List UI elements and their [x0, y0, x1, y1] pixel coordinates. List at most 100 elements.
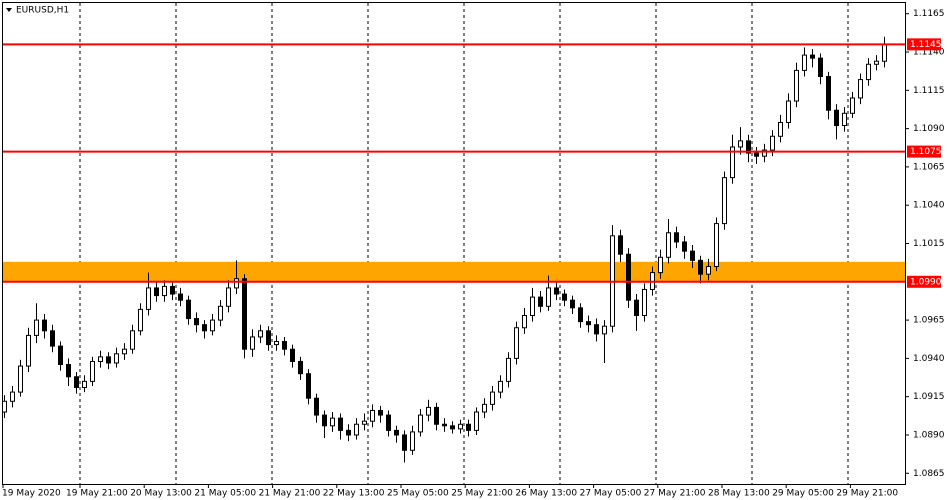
candle-body	[306, 373, 311, 399]
candle-body	[26, 334, 31, 367]
candle-body	[18, 365, 23, 393]
x-tick-label: 28 May 13:00	[708, 489, 770, 499]
candle-body	[746, 140, 751, 154]
candle-body	[490, 391, 495, 405]
x-tick-label: 22 May 13:00	[323, 489, 385, 499]
y-tick-label: 1.0890	[913, 430, 945, 440]
candle-body	[202, 324, 207, 332]
candle-body	[626, 253, 631, 301]
candle-body	[482, 403, 487, 413]
candle-body	[642, 288, 647, 316]
candle-body	[786, 100, 791, 123]
candle-body	[154, 287, 159, 297]
candle-body	[874, 60, 879, 65]
candle-body	[330, 417, 335, 427]
candle-body	[386, 414, 391, 431]
candle-body	[866, 63, 871, 81]
candle-body	[730, 146, 735, 179]
candle-body	[10, 391, 15, 402]
candle-body	[458, 423, 463, 430]
candle-body	[498, 380, 503, 393]
candle-body	[594, 324, 599, 335]
candle-body	[818, 57, 823, 78]
candle-body	[538, 296, 543, 307]
candle-body	[234, 278, 239, 289]
candle-body	[58, 345, 63, 366]
zone	[3, 261, 905, 282]
level-label: 1.1145	[910, 40, 942, 50]
candle-body	[250, 336, 255, 350]
candle-body	[266, 330, 271, 346]
candle-body	[682, 241, 687, 252]
candle-body	[2, 400, 7, 413]
candle-body	[314, 397, 319, 416]
x-tick-label: 25 May 05:00	[387, 489, 449, 499]
candle-body	[522, 314, 527, 329]
candle-body	[826, 76, 831, 111]
candle-body	[858, 79, 863, 99]
candle-body	[602, 325, 607, 335]
x-tick-label: 27 May 21:00	[644, 489, 706, 499]
candle-body	[130, 330, 135, 350]
candle-body	[346, 429, 351, 436]
candle-body	[762, 149, 767, 157]
candle-body	[170, 285, 175, 295]
y-tick-label: 1.1065	[913, 162, 945, 172]
candle-body	[466, 423, 471, 431]
candle-body	[418, 414, 423, 433]
candle-body	[850, 97, 855, 114]
y-tick-label: 1.1040	[913, 201, 945, 211]
candle-body	[474, 411, 479, 431]
candle-body	[122, 348, 127, 355]
y-tick-label: 1.1165	[913, 9, 945, 19]
candle-body	[530, 296, 535, 316]
candle-body	[698, 259, 703, 275]
candle-body	[562, 293, 567, 301]
candle-body	[882, 43, 887, 62]
candle-body	[690, 250, 695, 261]
y-tick-label: 1.1015	[913, 239, 945, 249]
x-tick-label: 29 May 05:00	[772, 489, 834, 499]
candle-body	[738, 140, 743, 148]
candle-body	[434, 406, 439, 425]
candle-body	[106, 356, 111, 364]
candle-body	[842, 112, 847, 127]
y-tick-label: 1.1140	[913, 48, 945, 58]
candle-body	[194, 318, 199, 326]
candle-body	[514, 327, 519, 359]
candle-body	[410, 431, 415, 451]
y-tick-label: 1.0940	[913, 354, 945, 364]
menu-arrow[interactable]	[6, 8, 12, 12]
level-label-box	[907, 145, 941, 158]
candle-body	[722, 177, 727, 225]
candle-body	[138, 308, 143, 332]
candle-body	[634, 299, 639, 316]
y-tick-label: 1.1090	[913, 124, 945, 134]
candle-body	[794, 69, 799, 102]
candle-body	[42, 319, 47, 332]
candle-body	[82, 380, 87, 388]
level-label: 1.1075	[910, 147, 942, 157]
candle-body	[162, 285, 167, 297]
candle-body	[74, 376, 79, 388]
candle-body	[178, 293, 183, 301]
candle-body	[426, 406, 431, 416]
candle-body	[578, 307, 583, 323]
candle-body	[442, 423, 447, 427]
level-label: 1.0990	[910, 277, 942, 287]
candle-body	[706, 265, 711, 275]
level-label-box	[907, 38, 941, 51]
candle-body	[554, 287, 559, 295]
candle-body	[378, 409, 383, 416]
candle-body	[242, 278, 247, 350]
candle-body	[282, 341, 287, 350]
candle-body	[290, 348, 295, 362]
candle-body	[570, 299, 575, 309]
candle-body	[666, 232, 671, 258]
candle-body	[322, 414, 327, 427]
candle-body	[226, 287, 231, 307]
level-label-box	[907, 275, 941, 288]
x-tick-label: 21 May 21:00	[259, 489, 321, 499]
x-tick-label: 26 May 13:00	[515, 489, 577, 499]
